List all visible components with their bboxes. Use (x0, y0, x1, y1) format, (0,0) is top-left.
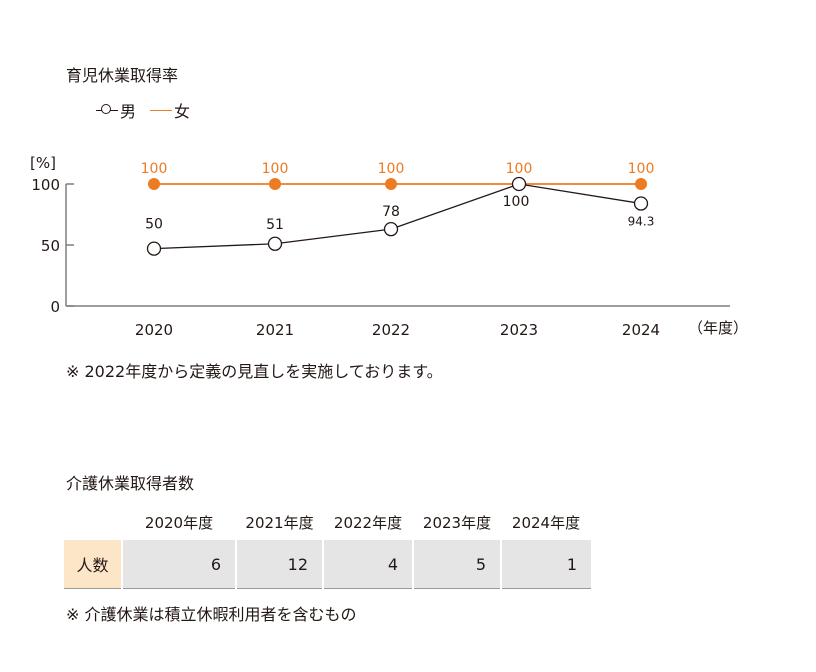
table-row: 人数 6 12 4 5 1 (64, 540, 591, 589)
care-leave-table: 2020年度 2021年度 2022年度 2023年度 2024年度 人数 6 … (64, 504, 591, 589)
chart-title: 育児休業取得率 (66, 66, 179, 85)
data-point-female (385, 178, 397, 190)
y-tick-label: 100 (31, 176, 60, 194)
data-point-male (383, 221, 399, 237)
data-label-male: 78 (382, 204, 400, 220)
table-cell-2020: 6 (122, 540, 237, 589)
y-tick-label: 50 (41, 237, 60, 255)
table-note: ※ 介護休業は積立休暇利用者を含むもの (66, 605, 357, 624)
table-cell-2021: 12 (236, 540, 324, 589)
leave-rate-chart: 0 50 100 [%] 2020 2021 2022 2023 2024 （年度） 100 100 1… (30, 154, 748, 339)
x-tick-label: 2023 (500, 321, 538, 339)
legend-female-marker (150, 103, 173, 117)
data-label-female: 100 (628, 161, 655, 177)
table-cell-2023: 5 (413, 540, 502, 589)
data-point-female (148, 178, 160, 190)
table-header-2024: 2024年度 (511, 513, 581, 532)
table-row-label: 人数 (64, 540, 123, 589)
table-header-row: 2020年度 2021年度 2022年度 2023年度 2024年度 (64, 504, 591, 540)
data-point-female (269, 178, 281, 190)
data-label-female: 100 (141, 161, 168, 177)
chart-note: ※ 2022年度から定義の見直しを実施しております。 (66, 362, 443, 381)
table-corner (64, 504, 122, 540)
data-label-male: 51 (266, 217, 284, 233)
data-point-male (267, 236, 283, 251)
data-label-male: 50 (145, 217, 163, 233)
chart-legend: 男 女 (96, 98, 190, 122)
data-label-male: 100 (503, 194, 530, 210)
data-label-male: 94.3 (628, 215, 655, 229)
data-label-female: 100 (506, 161, 533, 177)
table-header-2020: 2020年度 (144, 513, 214, 532)
data-point-female (635, 178, 647, 190)
x-tick-label: 2021 (256, 321, 294, 339)
data-label-female: 100 (378, 161, 405, 177)
x-tick-label: 2022 (372, 321, 410, 339)
y-axis-label: [%] (30, 154, 56, 172)
table-cell-2024: 1 (501, 540, 591, 589)
table-header-2022: 2022年度 (333, 513, 403, 532)
legend-female-label: 女 (174, 102, 191, 121)
table-cell-2022: 4 (323, 540, 414, 589)
data-point-male (146, 241, 162, 256)
data-point-male (633, 196, 649, 211)
data-point-male (511, 176, 527, 192)
x-tick-label: 2020 (135, 321, 173, 339)
x-tick-label: 2024 (622, 321, 660, 339)
table-header-2021: 2021年度 (245, 513, 314, 532)
care-table-title: 介護休業取得者数 (66, 474, 195, 493)
legend-male-marker (96, 103, 118, 117)
x-axis-label: （年度） (688, 319, 748, 337)
table-header-2023: 2023年度 (422, 513, 492, 532)
y-tick-label: 0 (50, 298, 60, 316)
data-label-female: 100 (262, 161, 289, 177)
legend-male-label: 男 (120, 102, 137, 121)
